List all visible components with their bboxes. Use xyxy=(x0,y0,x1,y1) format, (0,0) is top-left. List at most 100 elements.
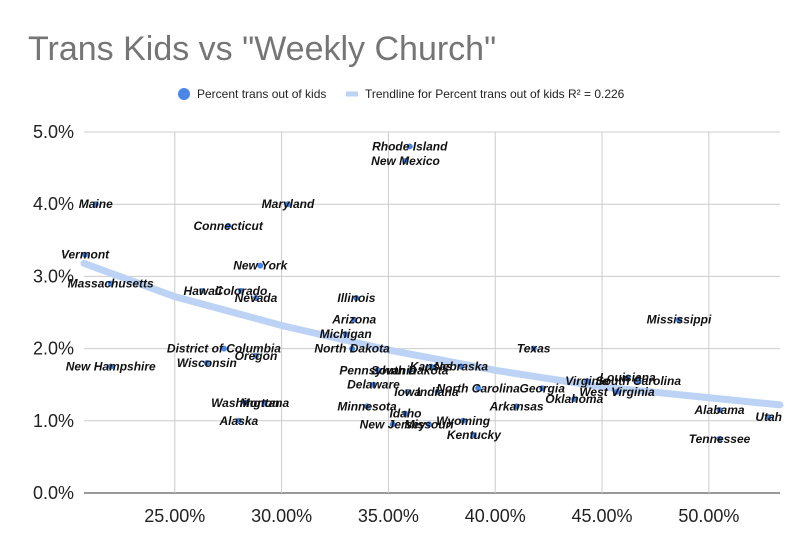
data-label: North Carolina xyxy=(436,381,520,395)
y-tick-label: 5.0% xyxy=(33,122,74,142)
data-point xyxy=(199,287,206,294)
data-label: Massachusetts xyxy=(68,277,154,291)
data-label: Louisiana xyxy=(600,370,656,384)
data-point xyxy=(475,385,482,392)
data-label: Wisconsin xyxy=(177,356,237,370)
data-label: District of Columbia xyxy=(167,342,281,356)
data-label: Mississippi xyxy=(647,313,712,327)
y-tick-label: 3.0% xyxy=(33,266,74,286)
x-tick-label: 35.00% xyxy=(358,506,419,526)
data-point xyxy=(351,316,358,323)
data-points xyxy=(82,143,772,442)
data-label: Minnesota xyxy=(337,399,397,413)
data-point xyxy=(349,345,356,352)
data-point xyxy=(107,280,114,287)
data-point xyxy=(203,360,210,367)
x-tick-label: 30.00% xyxy=(251,506,312,526)
data-point xyxy=(404,388,411,395)
data-label: Nebraska xyxy=(434,360,488,374)
data-label: Iowa xyxy=(394,385,421,399)
y-tick-label: 2.0% xyxy=(33,339,74,359)
chart-title: Trans Kids vs "Weekly Church" xyxy=(28,30,496,68)
data-point xyxy=(402,410,409,417)
data-label: South Carolina xyxy=(596,374,682,388)
data-point xyxy=(460,417,467,424)
data-label: Texas xyxy=(517,342,551,356)
data-label: Oklahoma xyxy=(545,392,603,406)
data-label: New Mexico xyxy=(371,154,440,168)
data-label: North Dakota xyxy=(314,342,390,356)
data-point xyxy=(716,435,723,442)
data-point xyxy=(107,363,114,370)
data-point xyxy=(252,352,259,359)
legend-point-marker xyxy=(178,88,190,100)
data-label: Kentucky xyxy=(447,428,502,442)
data-point xyxy=(374,367,381,374)
axis-ticks: 0.0% 1.0% 2.0% 3.0% 4.0% 5.0% 25.00% 30.00% 35.0… xyxy=(33,122,739,526)
data-label: Arkansas xyxy=(489,399,544,413)
data-label: Nevada xyxy=(235,291,278,305)
legend: Percent trans out of kids Trendline for … xyxy=(178,87,625,101)
y-tick-label: 1.0% xyxy=(33,411,74,431)
data-point xyxy=(252,295,259,302)
data-point xyxy=(584,378,591,385)
data-point xyxy=(513,403,520,410)
data-label: New Hampshire xyxy=(66,360,156,374)
data-point xyxy=(434,388,441,395)
legend-trend-label: Trendline for Percent trans out of kids … xyxy=(365,87,625,101)
data-label: Oregon xyxy=(235,349,278,363)
data-point xyxy=(402,157,409,164)
data-label: Maryland xyxy=(262,197,315,211)
data-point xyxy=(92,201,99,208)
data-label: Hawaii xyxy=(184,284,223,298)
data-label: Indiana xyxy=(417,385,459,399)
data-point xyxy=(261,399,268,406)
data-label: Wyoming xyxy=(436,414,490,428)
data-label: Idaho xyxy=(390,407,422,421)
x-tick-label: 25.00% xyxy=(144,506,205,526)
data-point xyxy=(285,201,292,208)
data-label: Pennsylvania xyxy=(339,363,416,377)
x-tick-label: 45.00% xyxy=(572,506,633,526)
data-point xyxy=(406,143,413,150)
data-label: Utah xyxy=(755,410,782,424)
data-point xyxy=(635,378,642,385)
gridlines xyxy=(84,131,780,494)
data-label: South Dakota xyxy=(371,363,449,377)
data-point xyxy=(571,396,578,403)
data-point xyxy=(370,381,377,388)
data-point xyxy=(458,363,465,370)
data-point xyxy=(406,367,413,374)
x-tick-label: 50.00% xyxy=(678,506,739,526)
data-label: New Jersey xyxy=(360,417,427,431)
data-label: Illinois xyxy=(337,291,375,305)
data-point xyxy=(428,363,435,370)
data-label: Tennessee xyxy=(689,432,751,446)
data-label: Connecticut xyxy=(194,219,264,233)
data-point xyxy=(530,345,537,352)
data-point xyxy=(614,388,621,395)
data-point xyxy=(765,414,772,421)
data-label: Vermont xyxy=(61,248,110,262)
data-label: Georgia xyxy=(520,381,566,395)
data-point xyxy=(342,331,349,338)
data-point xyxy=(242,399,249,406)
data-point xyxy=(235,417,242,424)
data-label: Colorado xyxy=(215,284,268,298)
data-point xyxy=(624,374,631,381)
data-point xyxy=(220,345,227,352)
y-tick-label: 0.0% xyxy=(33,483,74,503)
data-point xyxy=(470,432,477,439)
data-point xyxy=(225,222,232,229)
data-label: Kansas xyxy=(410,360,453,374)
data-label: Rhode Island xyxy=(372,139,448,153)
trendline xyxy=(80,259,784,409)
data-label: Alabama xyxy=(694,403,745,417)
data-label: Delaware xyxy=(347,378,400,392)
data-label: Maine xyxy=(79,197,113,211)
legend-points-label: Percent trans out of kids xyxy=(197,87,326,101)
data-point xyxy=(257,262,264,269)
data-label: Montana xyxy=(240,396,290,410)
